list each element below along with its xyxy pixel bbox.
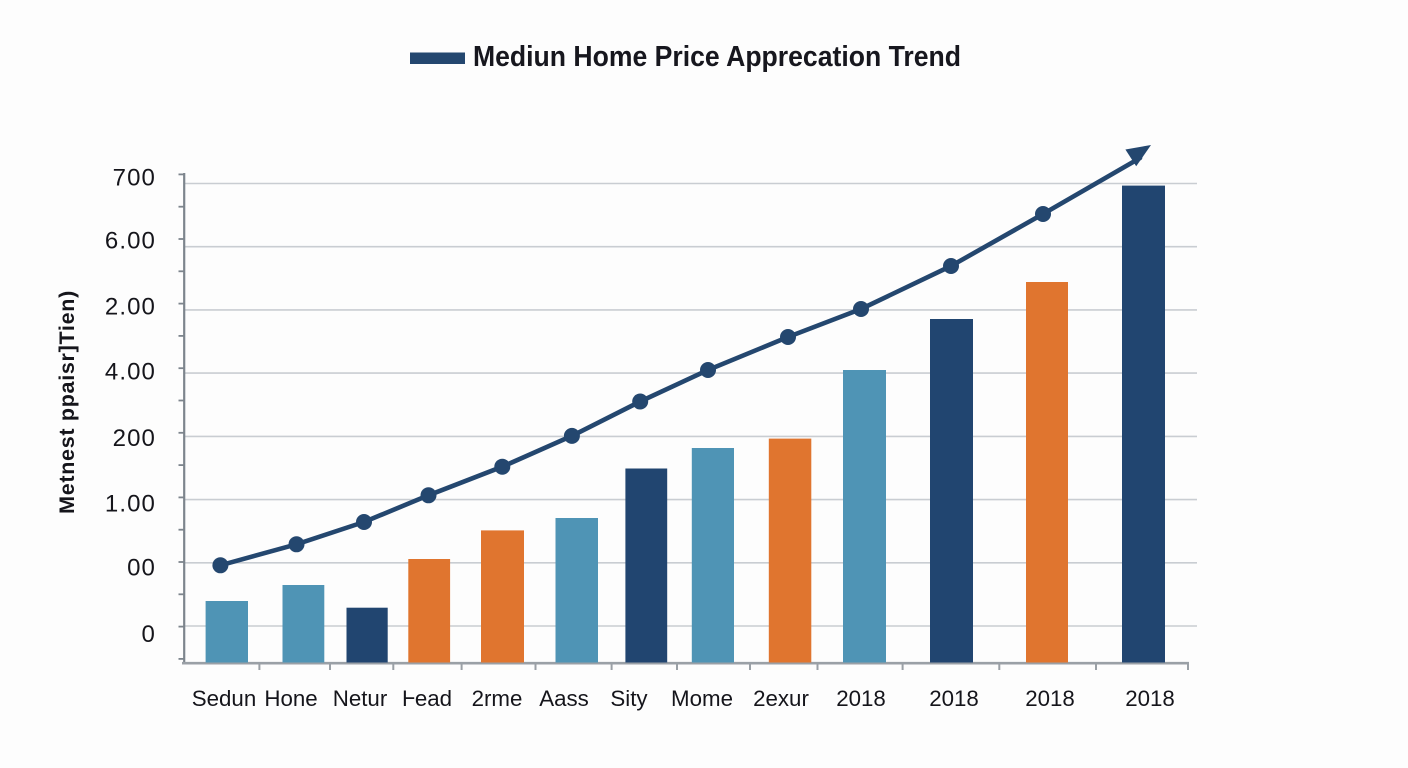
svg-text:4.00: 4.00 — [105, 359, 156, 386]
svg-text:2018: 2018 — [1125, 686, 1175, 711]
svg-text:6.00: 6.00 — [105, 228, 156, 255]
svg-text:Sedun: Sedun — [192, 686, 256, 711]
svg-text:Aass: Aass — [539, 686, 589, 711]
svg-text:700: 700 — [113, 165, 156, 192]
svg-text:2018: 2018 — [836, 686, 886, 711]
svg-text:1.00: 1.00 — [105, 491, 156, 518]
svg-text:Mome: Mome — [671, 686, 733, 711]
svg-text:200: 200 — [113, 425, 156, 452]
svg-text:2018: 2018 — [1025, 686, 1075, 711]
svg-text:Sity: Sity — [610, 686, 648, 711]
svg-text:Ⱶead: Ⱶead — [402, 686, 452, 711]
svg-text:Hone: Hone — [264, 686, 317, 711]
svg-text:2.00: 2.00 — [105, 294, 156, 321]
svg-text:00: 00 — [127, 555, 156, 582]
svg-text:0: 0 — [142, 621, 156, 648]
svg-text:Mediun Home Price Apprecation: Mediun Home Price Apprecation Trend — [473, 41, 961, 73]
svg-text:Metnest ppaisr]Tien): Metnest ppaisr]Tien) — [55, 290, 79, 514]
svg-text:2exur: 2exur — [753, 686, 809, 711]
svg-text:2rme: 2rme — [472, 686, 523, 711]
svg-text:2018: 2018 — [929, 686, 979, 711]
svg-text:Netur: Netur — [333, 686, 388, 711]
